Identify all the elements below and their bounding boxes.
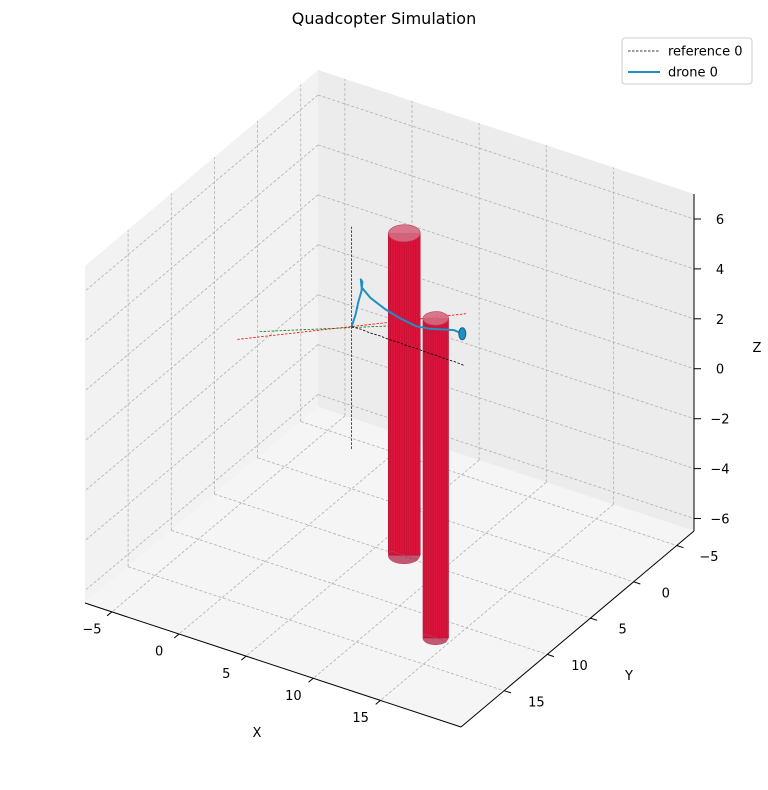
grid-z-left (84, 294, 319, 492)
y-tick-mark (590, 617, 598, 621)
x-tick-mark (375, 700, 381, 705)
legend: reference 0 drone 0 (621, 37, 753, 85)
grid-z-back (317, 94, 695, 220)
x-axis-label: X (253, 726, 262, 741)
y-tick-label: 5 (619, 623, 627, 638)
grid-z-left (84, 344, 319, 541)
cylinder-top (387, 224, 421, 242)
frame-x-axis (237, 313, 466, 340)
y-tick-mark (503, 690, 512, 694)
legend-label-reference: reference 0 (668, 45, 742, 60)
z-tick-label: −2 (710, 413, 729, 428)
x-tick-mark (308, 677, 314, 683)
end-marker (458, 327, 467, 341)
grid-x-floor (178, 437, 413, 635)
x-tick-mark (241, 655, 247, 661)
grid-z-left (84, 194, 319, 392)
obstacles-back (387, 224, 449, 646)
y-tick-mark (547, 653, 555, 658)
grid-z-left (84, 94, 319, 292)
grid-y-floor (300, 421, 677, 546)
x-tick-mark (173, 633, 180, 639)
grid-z-back (317, 144, 695, 270)
x-tick-label: 10 (285, 689, 302, 704)
x-tick-label: 0 (155, 645, 163, 660)
grid-z-left (84, 394, 319, 591)
y-tick-label: −5 (699, 550, 718, 565)
x-tick-label: −5 (82, 623, 101, 638)
z-tick-label: 2 (716, 313, 724, 328)
y-axis-label: Y (624, 669, 633, 684)
series-line-drone (350, 278, 463, 335)
y-tick-mark (676, 545, 684, 549)
obstacle-cylinder (422, 311, 449, 646)
x-tick-label: 5 (222, 667, 230, 682)
grid-y-floor (171, 530, 548, 655)
drone-end-marker (458, 327, 467, 341)
series-lines (350, 278, 465, 366)
cylinder-bottom-edge (422, 633, 448, 646)
obstacle-cylinder (387, 224, 421, 565)
grid-lines (84, 78, 695, 701)
chart-title: Quadcopter Simulation (292, 9, 476, 28)
grid-z-left (84, 144, 319, 342)
grid-z-back (317, 194, 695, 320)
z-tick-label: 6 (716, 213, 724, 228)
x-tick-label: 15 (352, 711, 369, 726)
y-tick-label: 15 (528, 695, 545, 710)
y-axis-line (460, 530, 695, 728)
x-axis-line (84, 602, 462, 728)
grid-x-floor (111, 415, 346, 613)
grid-z-back (317, 394, 695, 519)
z-tick-label: −4 (710, 463, 729, 478)
z-axis-label: Z (753, 341, 762, 356)
y-tick-mark (633, 581, 641, 585)
axis-lines (84, 194, 695, 728)
pane-floor (85, 407, 694, 727)
z-tick-label: 4 (716, 263, 724, 278)
x-tick-mark (106, 611, 113, 617)
y-tick-label: 10 (571, 659, 588, 674)
grid-x-floor (380, 504, 614, 701)
pane-left (85, 70, 318, 603)
z-tick-label: 0 (716, 363, 724, 378)
grid-z-left (84, 244, 319, 442)
cylinder-bottom-edge (387, 550, 419, 565)
grid-z-back (317, 344, 695, 469)
cylinder-top (422, 311, 449, 326)
y-tick-label: 0 (662, 586, 670, 601)
tick-labels: −5 0 5 10 15 −5 0 5 10 15 −6 −4 −2 0 2 4 6 (82, 213, 729, 726)
z-tick-label: −6 (710, 513, 729, 528)
legend-label-drone: drone 0 (668, 66, 718, 81)
grid-z-back (317, 244, 695, 370)
grid-z-back (317, 294, 695, 420)
grid-y-floor (127, 566, 505, 692)
